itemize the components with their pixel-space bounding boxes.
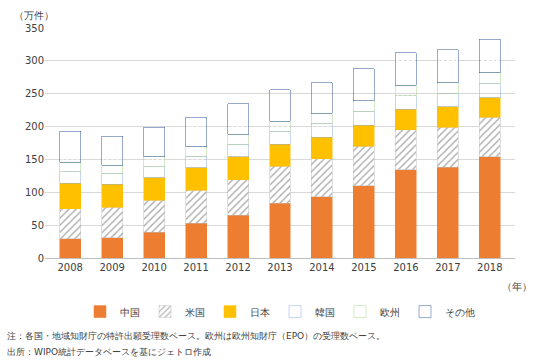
svg-text:出所：WIPO統計データベースを基にジェトロ作成: 出所：WIPO統計データベースを基にジェトロ作成 [7,347,211,357]
svg-text:0: 0 [38,253,44,264]
svg-text:2014: 2014 [309,262,334,273]
svg-text:2013: 2013 [267,262,292,273]
svg-text:欧州: 欧州 [380,307,400,318]
svg-text:韓国: 韓国 [315,307,335,318]
svg-text:日本: 日本 [250,307,270,318]
svg-text:200: 200 [25,121,44,132]
svg-text:2012: 2012 [225,262,250,273]
svg-text:2018: 2018 [477,262,502,273]
svg-text:250: 250 [25,88,44,99]
svg-text:2011: 2011 [183,262,208,273]
svg-text:2008: 2008 [57,262,82,273]
svg-text:300: 300 [25,55,44,66]
svg-text:（万件）: （万件） [14,10,54,21]
svg-text:100: 100 [25,187,44,198]
svg-text:2017: 2017 [435,262,460,273]
svg-text:（年）: （年） [502,281,532,292]
svg-text:150: 150 [25,154,44,165]
svg-text:米国: 米国 [185,307,205,318]
svg-text:2015: 2015 [351,262,376,273]
svg-text:2016: 2016 [393,262,418,273]
svg-text:中国: 中国 [120,307,140,318]
svg-text:350: 350 [25,23,44,34]
svg-text:注：各国・地域知財庁の特許出願受理数ベース。欧州は欧州知財庁: 注：各国・地域知財庁の特許出願受理数ベース。欧州は欧州知財庁（EPO）の受理数ベ… [7,331,385,341]
svg-text:2009: 2009 [99,262,124,273]
svg-text:2010: 2010 [141,262,166,273]
svg-text:その他: その他 [445,307,475,318]
svg-text:50: 50 [31,220,44,231]
